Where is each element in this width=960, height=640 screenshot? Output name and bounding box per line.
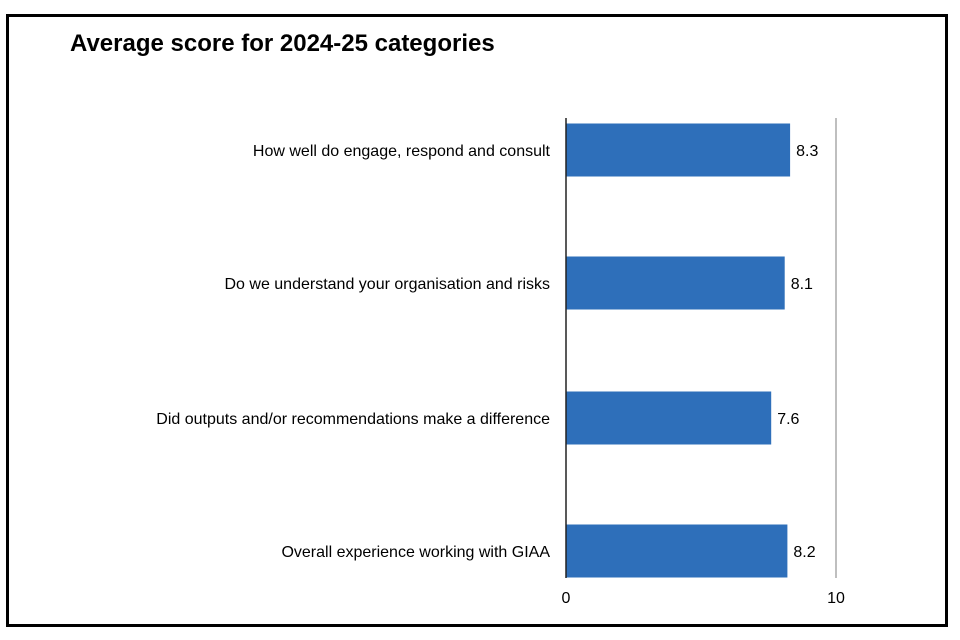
- bar: [566, 391, 772, 445]
- value-label: 7.6: [777, 411, 799, 428]
- value-label: 8.3: [796, 143, 818, 160]
- chart-title: Average score for 2024-25 categories: [70, 30, 495, 57]
- category-label: Do we understand your organisation and r…: [224, 276, 550, 293]
- x-tick-label: 0: [562, 590, 571, 607]
- value-label: 8.2: [793, 544, 815, 561]
- bar: [566, 256, 785, 310]
- bar: [566, 524, 788, 578]
- value-label: 8.1: [791, 276, 813, 293]
- chart-frame: [6, 14, 948, 627]
- category-label: How well do engage, respond and consult: [253, 143, 551, 160]
- bar: [566, 123, 791, 177]
- category-label: Did outputs and/or recommendations make …: [156, 411, 550, 428]
- category-label: Overall experience working with GIAA: [281, 544, 550, 561]
- x-tick-label: 10: [827, 590, 845, 607]
